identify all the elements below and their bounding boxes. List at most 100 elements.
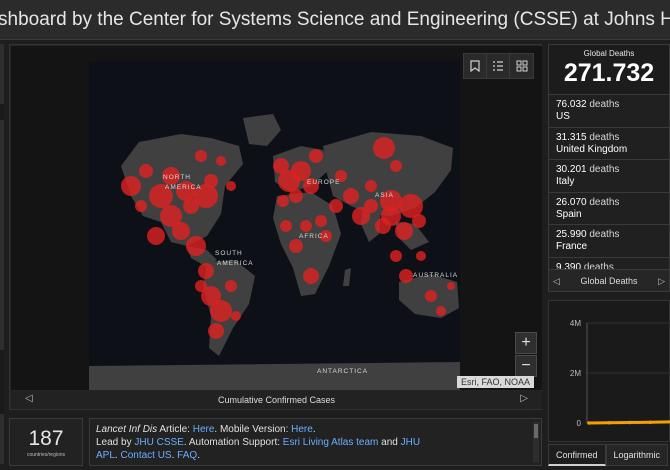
madagascar-landmass [343, 268, 351, 286]
map-footer: ◁ Cumulative Confirmed Cases ▷ [11, 391, 542, 409]
case-marker[interactable] [147, 227, 165, 245]
africa-label: AFRICA [299, 233, 329, 240]
case-marker[interactable] [280, 220, 292, 232]
zoom-out-button[interactable]: − [515, 355, 537, 377]
map-canvas[interactable]: NORTH AMERICA EUROPE ASIA AFRICA SOUTH AMERICA… [11, 46, 542, 390]
case-marker[interactable] [201, 286, 221, 306]
info-scrollbar-thumb[interactable] [534, 424, 538, 438]
case-marker[interactable] [176, 181, 196, 201]
case-marker[interactable] [195, 280, 207, 292]
case-marker[interactable] [121, 176, 141, 196]
case-marker[interactable] [183, 198, 199, 214]
list-item[interactable]: 30.201 deaths Italy [549, 160, 669, 193]
case-marker[interactable] [381, 206, 401, 226]
esri-living-atlas-link[interactable]: Esri Living Atlas team [282, 437, 379, 448]
tab-logarithmic[interactable]: Logarithmic [605, 444, 669, 466]
info-text: . Automation Support: [183, 437, 283, 448]
case-marker[interactable] [277, 195, 289, 207]
world-map[interactable]: NORTH AMERICA EUROPE ASIA AFRICA SOUTH AMERICA… [11, 46, 542, 390]
data-point [607, 420, 612, 425]
deaths-list[interactable]: 76.032 deaths US 31.315 deaths United Ki… [549, 95, 669, 270]
case-marker[interactable] [373, 137, 395, 159]
case-marker[interactable] [309, 149, 323, 163]
case-marker[interactable] [225, 280, 237, 292]
case-marker[interactable] [329, 199, 343, 213]
case-marker[interactable] [436, 306, 446, 316]
case-marker[interactable] [172, 222, 190, 240]
deaths-prev-arrow-icon[interactable]: ◁ [553, 276, 560, 286]
case-marker[interactable] [160, 205, 182, 227]
article-link[interactable]: Here [192, 424, 215, 435]
deaths-next-arrow-icon[interactable]: ▷ [658, 276, 665, 286]
case-marker[interactable] [335, 170, 347, 182]
case-marker[interactable] [226, 181, 236, 191]
case-marker[interactable] [291, 161, 311, 181]
case-marker[interactable] [135, 200, 147, 212]
case-marker[interactable] [139, 164, 153, 178]
list-item[interactable]: 25.990 deaths France [549, 225, 669, 258]
list-item[interactable]: 31.315 deaths United Kingdom [549, 128, 669, 160]
map-prev-arrow-icon[interactable]: ◁ [25, 393, 33, 404]
tab-confirmed[interactable]: Confirmed [548, 444, 606, 466]
case-marker[interactable] [352, 207, 370, 225]
case-marker[interactable] [149, 184, 173, 208]
bookmark-icon[interactable] [464, 54, 487, 78]
case-marker[interactable] [204, 174, 218, 188]
list-item[interactable]: 76.032 deaths US [549, 95, 669, 128]
case-marker[interactable] [364, 199, 378, 213]
case-marker[interactable] [195, 150, 207, 162]
case-marker[interactable] [210, 300, 232, 322]
case-marker[interactable] [320, 230, 332, 242]
global-deaths-panel: Global Deaths 271.732 76.032 deaths US 3… [548, 44, 670, 292]
map-panel: NORTH AMERICA EUROPE ASIA AFRICA SOUTH AMERICA… [9, 44, 542, 410]
country-name: Spain [556, 208, 582, 220]
contact-us-link[interactable]: Contact US [120, 450, 172, 461]
case-marker[interactable] [416, 251, 426, 261]
case-marker[interactable] [273, 158, 289, 174]
case-marker[interactable] [303, 178, 319, 194]
info-text: Article: [157, 424, 193, 435]
case-marker[interactable] [380, 190, 402, 212]
apl-link[interactable]: APL [96, 450, 115, 461]
case-markers [121, 137, 455, 339]
zoom-in-button[interactable]: + [515, 332, 537, 354]
case-marker[interactable] [208, 323, 224, 339]
south-america-label: SOUTH AMERICA [215, 250, 254, 267]
case-marker[interactable] [365, 180, 377, 192]
map-toolbar [463, 53, 534, 79]
info-box: Lancet Inf Dis Article: Here. Mobile Ver… [89, 418, 542, 466]
case-marker[interactable] [194, 184, 218, 208]
list-icon[interactable] [487, 54, 510, 78]
info-scrollbar[interactable] [533, 422, 539, 462]
mobile-version-link[interactable]: Here [291, 424, 313, 435]
case-marker[interactable] [399, 194, 423, 218]
case-marker[interactable] [390, 160, 402, 172]
case-marker[interactable] [315, 215, 327, 227]
jhu-csse-link[interactable]: JHU CSSE [134, 437, 184, 448]
case-marker[interactable] [399, 269, 413, 283]
greenland-landmass [243, 114, 281, 146]
case-marker[interactable] [198, 263, 214, 279]
list-item[interactable]: 26.070 deaths Spain [549, 193, 669, 225]
case-marker[interactable] [162, 167, 180, 185]
case-marker[interactable] [186, 236, 206, 256]
global-deaths-header: Global Deaths 271.732 [549, 45, 669, 95]
info-line-3: APL. Contact US. FAQ. [96, 449, 535, 462]
case-marker[interactable] [216, 156, 226, 166]
case-marker[interactable] [425, 290, 437, 302]
case-marker[interactable] [412, 214, 426, 228]
case-marker[interactable] [390, 250, 402, 262]
jhu-link[interactable]: JHU [400, 437, 421, 448]
grid-icon[interactable] [510, 54, 533, 78]
case-marker[interactable] [343, 188, 359, 204]
case-marker[interactable] [395, 222, 413, 240]
case-marker[interactable] [289, 189, 303, 203]
faq-link[interactable]: FAQ [177, 450, 198, 461]
case-marker[interactable] [231, 311, 241, 321]
map-next-arrow-icon[interactable]: ▷ [520, 393, 528, 404]
case-marker[interactable] [300, 220, 312, 232]
list-item[interactable]: 9.390 deaths [549, 258, 669, 271]
case-marker[interactable] [303, 268, 319, 284]
case-marker[interactable] [447, 282, 455, 290]
case-marker[interactable] [289, 239, 303, 253]
